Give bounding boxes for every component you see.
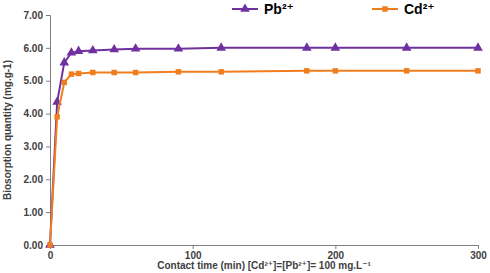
tick-mark bbox=[335, 245, 336, 249]
legend-item: Pb²⁺ bbox=[232, 1, 294, 17]
tick: 300 bbox=[470, 245, 487, 261]
marker bbox=[69, 71, 74, 76]
tick-label: 0.00 bbox=[24, 240, 44, 251]
marker bbox=[174, 43, 184, 51]
legend-marker bbox=[382, 6, 387, 11]
legend: Pb²⁺ Cd²⁺ bbox=[232, 1, 435, 17]
marker bbox=[333, 68, 338, 73]
tick-label: 0 bbox=[48, 250, 54, 261]
marker bbox=[76, 71, 81, 76]
tick-mark bbox=[46, 114, 50, 115]
tick-mark bbox=[46, 48, 50, 49]
marker bbox=[54, 114, 59, 119]
tick-label: 4.00 bbox=[24, 108, 44, 119]
series-line bbox=[50, 48, 478, 245]
tick-label: 6.00 bbox=[24, 43, 44, 54]
marker bbox=[74, 46, 84, 54]
marker bbox=[404, 68, 409, 73]
marker bbox=[47, 242, 52, 247]
tick: 200 bbox=[327, 245, 344, 261]
y-axis-title: Biosorption quantity (mg.g-1) bbox=[2, 60, 13, 200]
marker bbox=[475, 68, 480, 73]
axis-line bbox=[51, 246, 479, 250]
axis-line bbox=[46, 16, 51, 246]
tick-mark bbox=[193, 245, 194, 249]
tick-mark bbox=[46, 146, 50, 147]
marker bbox=[62, 80, 67, 85]
tick-label: 3.00 bbox=[24, 141, 44, 152]
marker bbox=[402, 42, 412, 50]
plot-area bbox=[45, 42, 483, 247]
tick-label: 300 bbox=[470, 250, 487, 261]
marker bbox=[59, 57, 69, 65]
marker bbox=[131, 43, 141, 51]
tick: 5.00 bbox=[24, 75, 50, 86]
marker bbox=[331, 42, 341, 50]
tick: 3.00 bbox=[24, 141, 50, 152]
chart: 0 100 200 300 0.00 1.00 2.00 3.00 4.00 5.00 6.00 7.… bbox=[0, 0, 490, 273]
tick-label: 5.00 bbox=[24, 75, 44, 86]
marker bbox=[473, 42, 483, 50]
y-axis: 0.00 1.00 2.00 3.00 4.00 5.00 6.00 7.00 bbox=[24, 10, 51, 251]
marker bbox=[176, 69, 181, 74]
tick: 6.00 bbox=[24, 43, 50, 54]
tick-mark bbox=[46, 81, 50, 82]
marker bbox=[90, 70, 95, 75]
legend-label: Pb²⁺ bbox=[264, 1, 294, 17]
marker bbox=[216, 42, 226, 50]
legend-item: Cd²⁺ bbox=[372, 1, 435, 17]
tick: 7.00 bbox=[24, 10, 50, 21]
tick: 1.00 bbox=[24, 207, 50, 218]
tick-label: 1.00 bbox=[24, 207, 44, 218]
tick-mark bbox=[478, 245, 479, 249]
tick-mark bbox=[46, 212, 50, 213]
tick: 0.00 bbox=[24, 240, 50, 251]
marker bbox=[302, 42, 312, 50]
tick-label: 7.00 bbox=[24, 10, 44, 21]
tick-mark bbox=[46, 15, 50, 16]
legend-label: Cd²⁺ bbox=[404, 1, 435, 17]
series-line bbox=[50, 71, 478, 245]
tick: 4.00 bbox=[24, 108, 50, 119]
tick: 2.00 bbox=[24, 174, 50, 185]
legend-marker bbox=[240, 3, 250, 11]
tick-mark bbox=[46, 179, 50, 180]
marker bbox=[67, 47, 77, 55]
x-axis-title: Contact time (min) [Cd²⁺]=[Pb²⁺]= 100 mg… bbox=[157, 260, 371, 271]
tick: 100 bbox=[185, 245, 202, 261]
marker bbox=[88, 45, 98, 53]
marker bbox=[109, 44, 119, 52]
marker bbox=[304, 68, 309, 73]
tick-label: 2.00 bbox=[24, 174, 44, 185]
marker bbox=[218, 69, 223, 74]
x-axis: 0 100 200 300 bbox=[48, 245, 488, 261]
marker bbox=[111, 70, 116, 75]
marker bbox=[133, 70, 138, 75]
